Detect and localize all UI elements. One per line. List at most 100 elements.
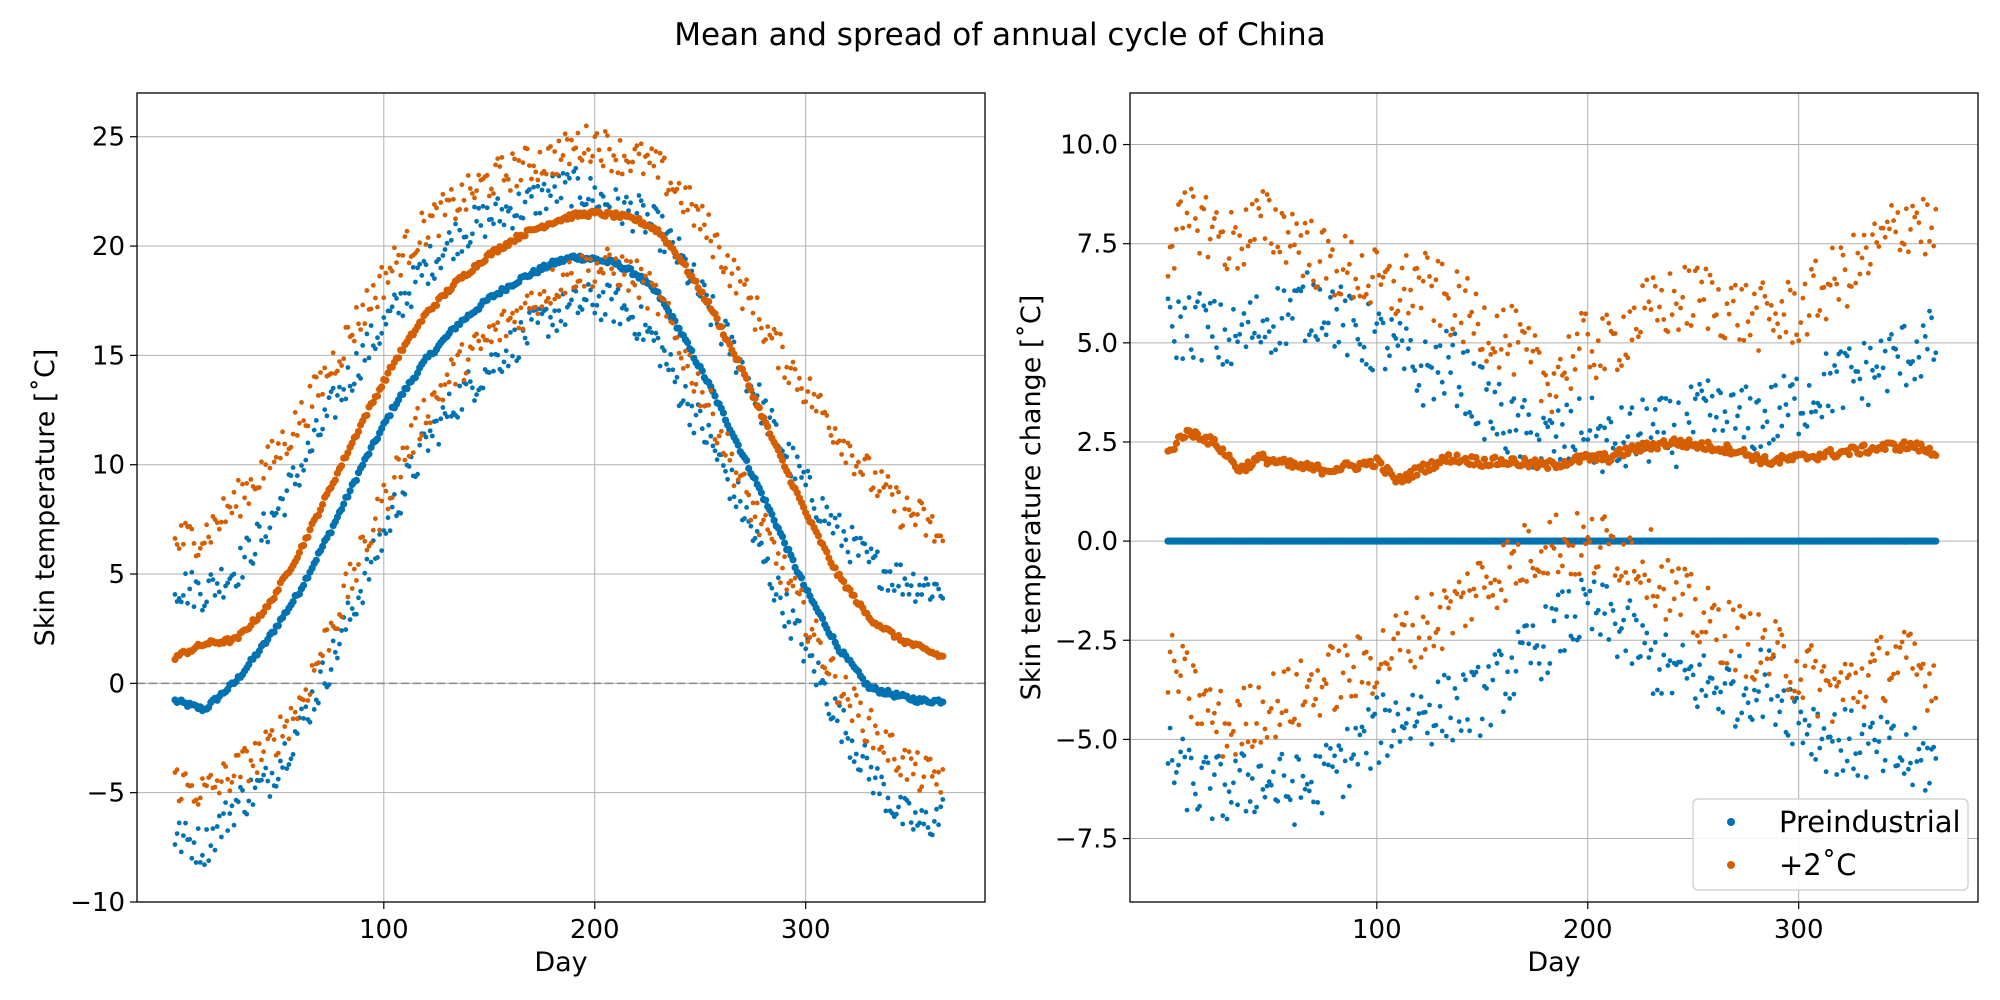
data-point [1895, 670, 1901, 676]
data-point [1498, 587, 1504, 593]
data-point [1648, 435, 1654, 441]
data-point [497, 337, 503, 343]
data-point [261, 772, 266, 778]
data-point [1414, 388, 1420, 393]
series-preindustrial-lower [1165, 577, 1939, 828]
data-point [1492, 652, 1498, 657]
data-point [1387, 666, 1392, 672]
data-point [1418, 305, 1424, 311]
data-point [1252, 330, 1257, 336]
data-point [1572, 572, 1578, 577]
data-point [875, 766, 880, 771]
data-point [481, 257, 489, 265]
data-point [818, 392, 823, 398]
data-point [929, 774, 935, 779]
data-point [1722, 633, 1728, 639]
data-point [763, 512, 768, 518]
data-point [495, 320, 501, 325]
series-warm-upper [172, 123, 946, 559]
data-point [832, 515, 838, 521]
data-point [1245, 772, 1251, 778]
data-point [1827, 370, 1833, 376]
data-point [448, 237, 454, 243]
data-point [556, 308, 562, 313]
data-point [1214, 345, 1219, 351]
data-point [714, 232, 720, 238]
data-point [1840, 405, 1846, 411]
y-tick-label: 0.0 [1077, 527, 1118, 557]
data-point [1840, 768, 1846, 773]
data-point [1414, 719, 1420, 725]
data-point [1193, 216, 1198, 221]
data-point [1730, 392, 1736, 397]
data-point [379, 548, 385, 553]
data-point [870, 790, 876, 796]
data-point [358, 588, 363, 594]
data-point [1720, 428, 1726, 433]
data-point [1368, 300, 1373, 305]
data-point [1319, 810, 1325, 816]
data-point [539, 187, 545, 193]
data-point [653, 282, 659, 288]
data-point [1359, 253, 1365, 258]
data-point [1471, 361, 1477, 366]
data-point [676, 180, 682, 186]
data-point [1366, 283, 1371, 289]
data-point [328, 389, 334, 395]
data-point [1494, 605, 1500, 611]
data-point [533, 211, 539, 216]
data-point [1376, 272, 1382, 278]
data-point [1876, 645, 1882, 651]
grid [1130, 93, 1978, 902]
data-point [705, 298, 713, 306]
data-point [1354, 465, 1362, 473]
data-point [1830, 739, 1835, 744]
data-point [1501, 430, 1506, 436]
data-point [1414, 265, 1420, 271]
data-point [271, 459, 277, 465]
data-point [1760, 635, 1766, 641]
data-point [1416, 635, 1422, 641]
data-point [775, 365, 781, 371]
data-point [221, 811, 226, 816]
data-point [1648, 647, 1654, 653]
data-point [1721, 449, 1729, 457]
data-point [465, 173, 471, 178]
data-point [1912, 725, 1918, 731]
data-point [1648, 527, 1654, 532]
data-point [850, 591, 858, 600]
data-point [1273, 347, 1278, 353]
data-point [453, 221, 458, 227]
data-point [1781, 373, 1787, 379]
data-point [1370, 691, 1375, 696]
data-point [725, 476, 730, 482]
data-point [1553, 434, 1559, 439]
data-point [1606, 416, 1612, 421]
data-point [1617, 357, 1622, 363]
data-point [651, 338, 657, 343]
data-point [708, 238, 714, 244]
data-point [1861, 340, 1867, 346]
data-point [221, 496, 226, 501]
data-point [210, 826, 216, 831]
data-point [1804, 332, 1810, 337]
data-point [1224, 816, 1230, 822]
data-point [785, 470, 793, 478]
data-point [362, 321, 368, 327]
data-point [1376, 311, 1382, 317]
data-point [356, 562, 361, 567]
data-point [1745, 425, 1751, 431]
data-point [1836, 297, 1842, 302]
data-point [756, 532, 762, 538]
data-point [934, 782, 939, 787]
data-point [1619, 573, 1624, 579]
data-point [1690, 313, 1696, 318]
data-point [1819, 736, 1825, 742]
data-point [889, 492, 895, 497]
data-point [524, 340, 530, 346]
data-point [1900, 438, 1908, 446]
data-point [1195, 721, 1200, 727]
data-point [1182, 656, 1188, 662]
data-point [900, 523, 906, 529]
data-point [1925, 444, 1934, 452]
